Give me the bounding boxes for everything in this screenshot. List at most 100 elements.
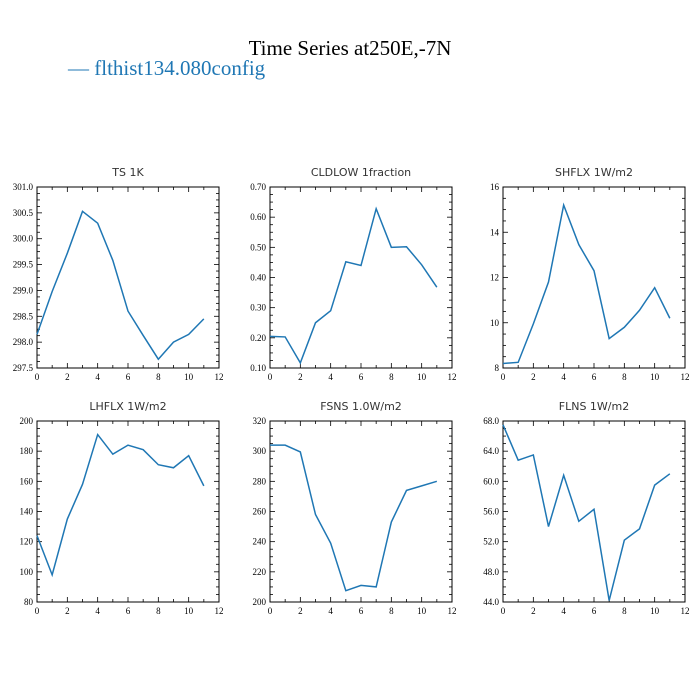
y-tick-label: 160 bbox=[20, 476, 34, 486]
x-tick-label: 8 bbox=[622, 606, 627, 616]
y-tick-label: 200 bbox=[20, 416, 34, 426]
y-tick-label: 220 bbox=[253, 567, 267, 577]
series-line bbox=[36, 432, 205, 578]
legend-entry: — flthist134.080config bbox=[68, 56, 266, 80]
panel-5: FSNS 1.0W/m2 0 2 4 6 8 10 12 200 220 240 260 280 300 3… bbox=[253, 400, 457, 616]
y-tick-label: 52.0 bbox=[483, 537, 499, 547]
y-tick-label: 320 bbox=[253, 416, 267, 426]
y-tick-label: 300.0 bbox=[13, 234, 34, 244]
x-tick-label: 2 bbox=[531, 606, 536, 616]
x-tick-label: 12 bbox=[681, 606, 690, 616]
y-tick-label: 56.0 bbox=[483, 507, 499, 517]
plot-frame bbox=[36, 186, 220, 369]
y-tick-label: 260 bbox=[253, 507, 267, 517]
x-tick-label: 4 bbox=[561, 372, 566, 382]
panel-4: LHFLX 1W/m2 0 2 4 6 8 10 12 80 100 120 140 160 180 200 bbox=[20, 400, 224, 616]
x-tick-label: 2 bbox=[531, 372, 536, 382]
x-tick-label: 0 bbox=[35, 372, 40, 382]
y-tick-label: 180 bbox=[20, 446, 34, 456]
y-tick-label: 300 bbox=[253, 446, 267, 456]
series-line bbox=[502, 424, 671, 601]
x-tick-label: 6 bbox=[592, 606, 597, 616]
x-tick-label: 10 bbox=[417, 606, 427, 616]
x-tick-label: 8 bbox=[389, 372, 394, 382]
x-tick-label: 8 bbox=[156, 606, 161, 616]
series-line bbox=[502, 202, 671, 365]
series-line bbox=[270, 444, 438, 592]
series-line bbox=[269, 206, 438, 365]
x-tick-label: 6 bbox=[126, 372, 131, 382]
y-tick-label: 0.60 bbox=[250, 212, 266, 222]
y-tick-label: 0.70 bbox=[250, 182, 266, 192]
y-tick-label: 100 bbox=[20, 567, 34, 577]
x-tick-label: 4 bbox=[95, 372, 100, 382]
y-tick-label: 10 bbox=[490, 318, 500, 328]
y-tick-label: 16 bbox=[490, 182, 500, 192]
x-tick-label: 10 bbox=[650, 372, 660, 382]
y-tick-label: 280 bbox=[253, 476, 267, 486]
x-tick-label: 8 bbox=[622, 372, 627, 382]
y-tick-label: 48.0 bbox=[483, 567, 499, 577]
y-tick-label: 0.20 bbox=[250, 333, 266, 343]
x-tick-label: 6 bbox=[126, 606, 131, 616]
y-tick-label: 44.0 bbox=[483, 597, 499, 607]
x-tick-label: 12 bbox=[448, 372, 457, 382]
x-tick-label: 2 bbox=[65, 606, 70, 616]
y-tick-label: 0.30 bbox=[250, 303, 266, 313]
x-tick-label: 12 bbox=[215, 606, 224, 616]
x-tick-label: 6 bbox=[359, 606, 364, 616]
y-tick-label: 240 bbox=[253, 537, 267, 547]
plot-frame bbox=[269, 420, 453, 603]
page-title: Time Series at250E,-7N bbox=[248, 36, 452, 60]
panel-title: SHFLX 1W/m2 bbox=[555, 166, 633, 179]
y-tick-label: 60.0 bbox=[483, 476, 499, 486]
x-tick-label: 8 bbox=[389, 606, 394, 616]
y-tick-label: 200 bbox=[253, 597, 267, 607]
x-tick-label: 10 bbox=[417, 372, 427, 382]
y-tick-label: 300.5 bbox=[13, 208, 34, 218]
x-tick-label: 2 bbox=[298, 372, 303, 382]
y-tick-label: 301.0 bbox=[13, 182, 34, 192]
x-tick-label: 0 bbox=[268, 606, 273, 616]
y-tick-label: 140 bbox=[20, 507, 34, 517]
x-tick-label: 0 bbox=[268, 372, 273, 382]
panel-title: TS 1K bbox=[111, 166, 144, 179]
x-tick-label: 6 bbox=[592, 372, 597, 382]
y-tick-label: 0.50 bbox=[250, 242, 266, 252]
panel-title: FLNS 1W/m2 bbox=[559, 400, 629, 413]
x-tick-label: 4 bbox=[561, 606, 566, 616]
x-tick-label: 10 bbox=[184, 606, 194, 616]
panel-3: SHFLX 1W/m2 0 2 4 6 8 10 12 8 10 12 14 16 bbox=[490, 166, 690, 382]
plot-frame bbox=[502, 186, 686, 369]
y-tick-label: 298.0 bbox=[13, 337, 34, 347]
x-tick-label: 2 bbox=[65, 372, 70, 382]
y-tick-label: 120 bbox=[20, 537, 34, 547]
y-tick-label: 8 bbox=[495, 363, 500, 373]
y-tick-label: 299.5 bbox=[13, 260, 34, 270]
plot-frame bbox=[36, 420, 220, 603]
y-tick-label: 14 bbox=[490, 227, 500, 237]
x-tick-label: 8 bbox=[156, 372, 161, 382]
x-tick-label: 6 bbox=[359, 372, 364, 382]
x-tick-label: 4 bbox=[328, 606, 333, 616]
panel-1: TS 1K 0 2 4 6 8 10 12 297.5 298.0 298.5 299.0 299.5 3… bbox=[13, 166, 224, 382]
panel-2: CLDLOW 1fraction 0 2 4 6 8 10 12 0.10 0.20 0.30 0.4… bbox=[250, 166, 456, 382]
y-tick-label: 297.5 bbox=[13, 363, 34, 373]
x-tick-label: 4 bbox=[95, 606, 100, 616]
y-tick-label: 68.0 bbox=[483, 416, 499, 426]
x-tick-label: 0 bbox=[501, 372, 506, 382]
y-tick-label: 80 bbox=[24, 597, 34, 607]
x-tick-label: 2 bbox=[298, 606, 303, 616]
y-tick-label: 298.5 bbox=[13, 311, 34, 321]
panel-title: CLDLOW 1fraction bbox=[311, 166, 411, 179]
x-tick-label: 12 bbox=[215, 372, 224, 382]
panel-6: FLNS 1W/m2 0 2 4 6 8 10 12 44.0 48.0 52.0 56.0 60.0 6… bbox=[483, 400, 689, 616]
y-tick-label: 0.10 bbox=[250, 363, 266, 373]
x-tick-label: 0 bbox=[35, 606, 40, 616]
x-tick-label: 10 bbox=[650, 606, 660, 616]
x-tick-label: 12 bbox=[681, 372, 690, 382]
panel-title: FSNS 1.0W/m2 bbox=[320, 400, 402, 413]
plot-frame bbox=[269, 186, 453, 369]
y-tick-label: 64.0 bbox=[483, 446, 499, 456]
